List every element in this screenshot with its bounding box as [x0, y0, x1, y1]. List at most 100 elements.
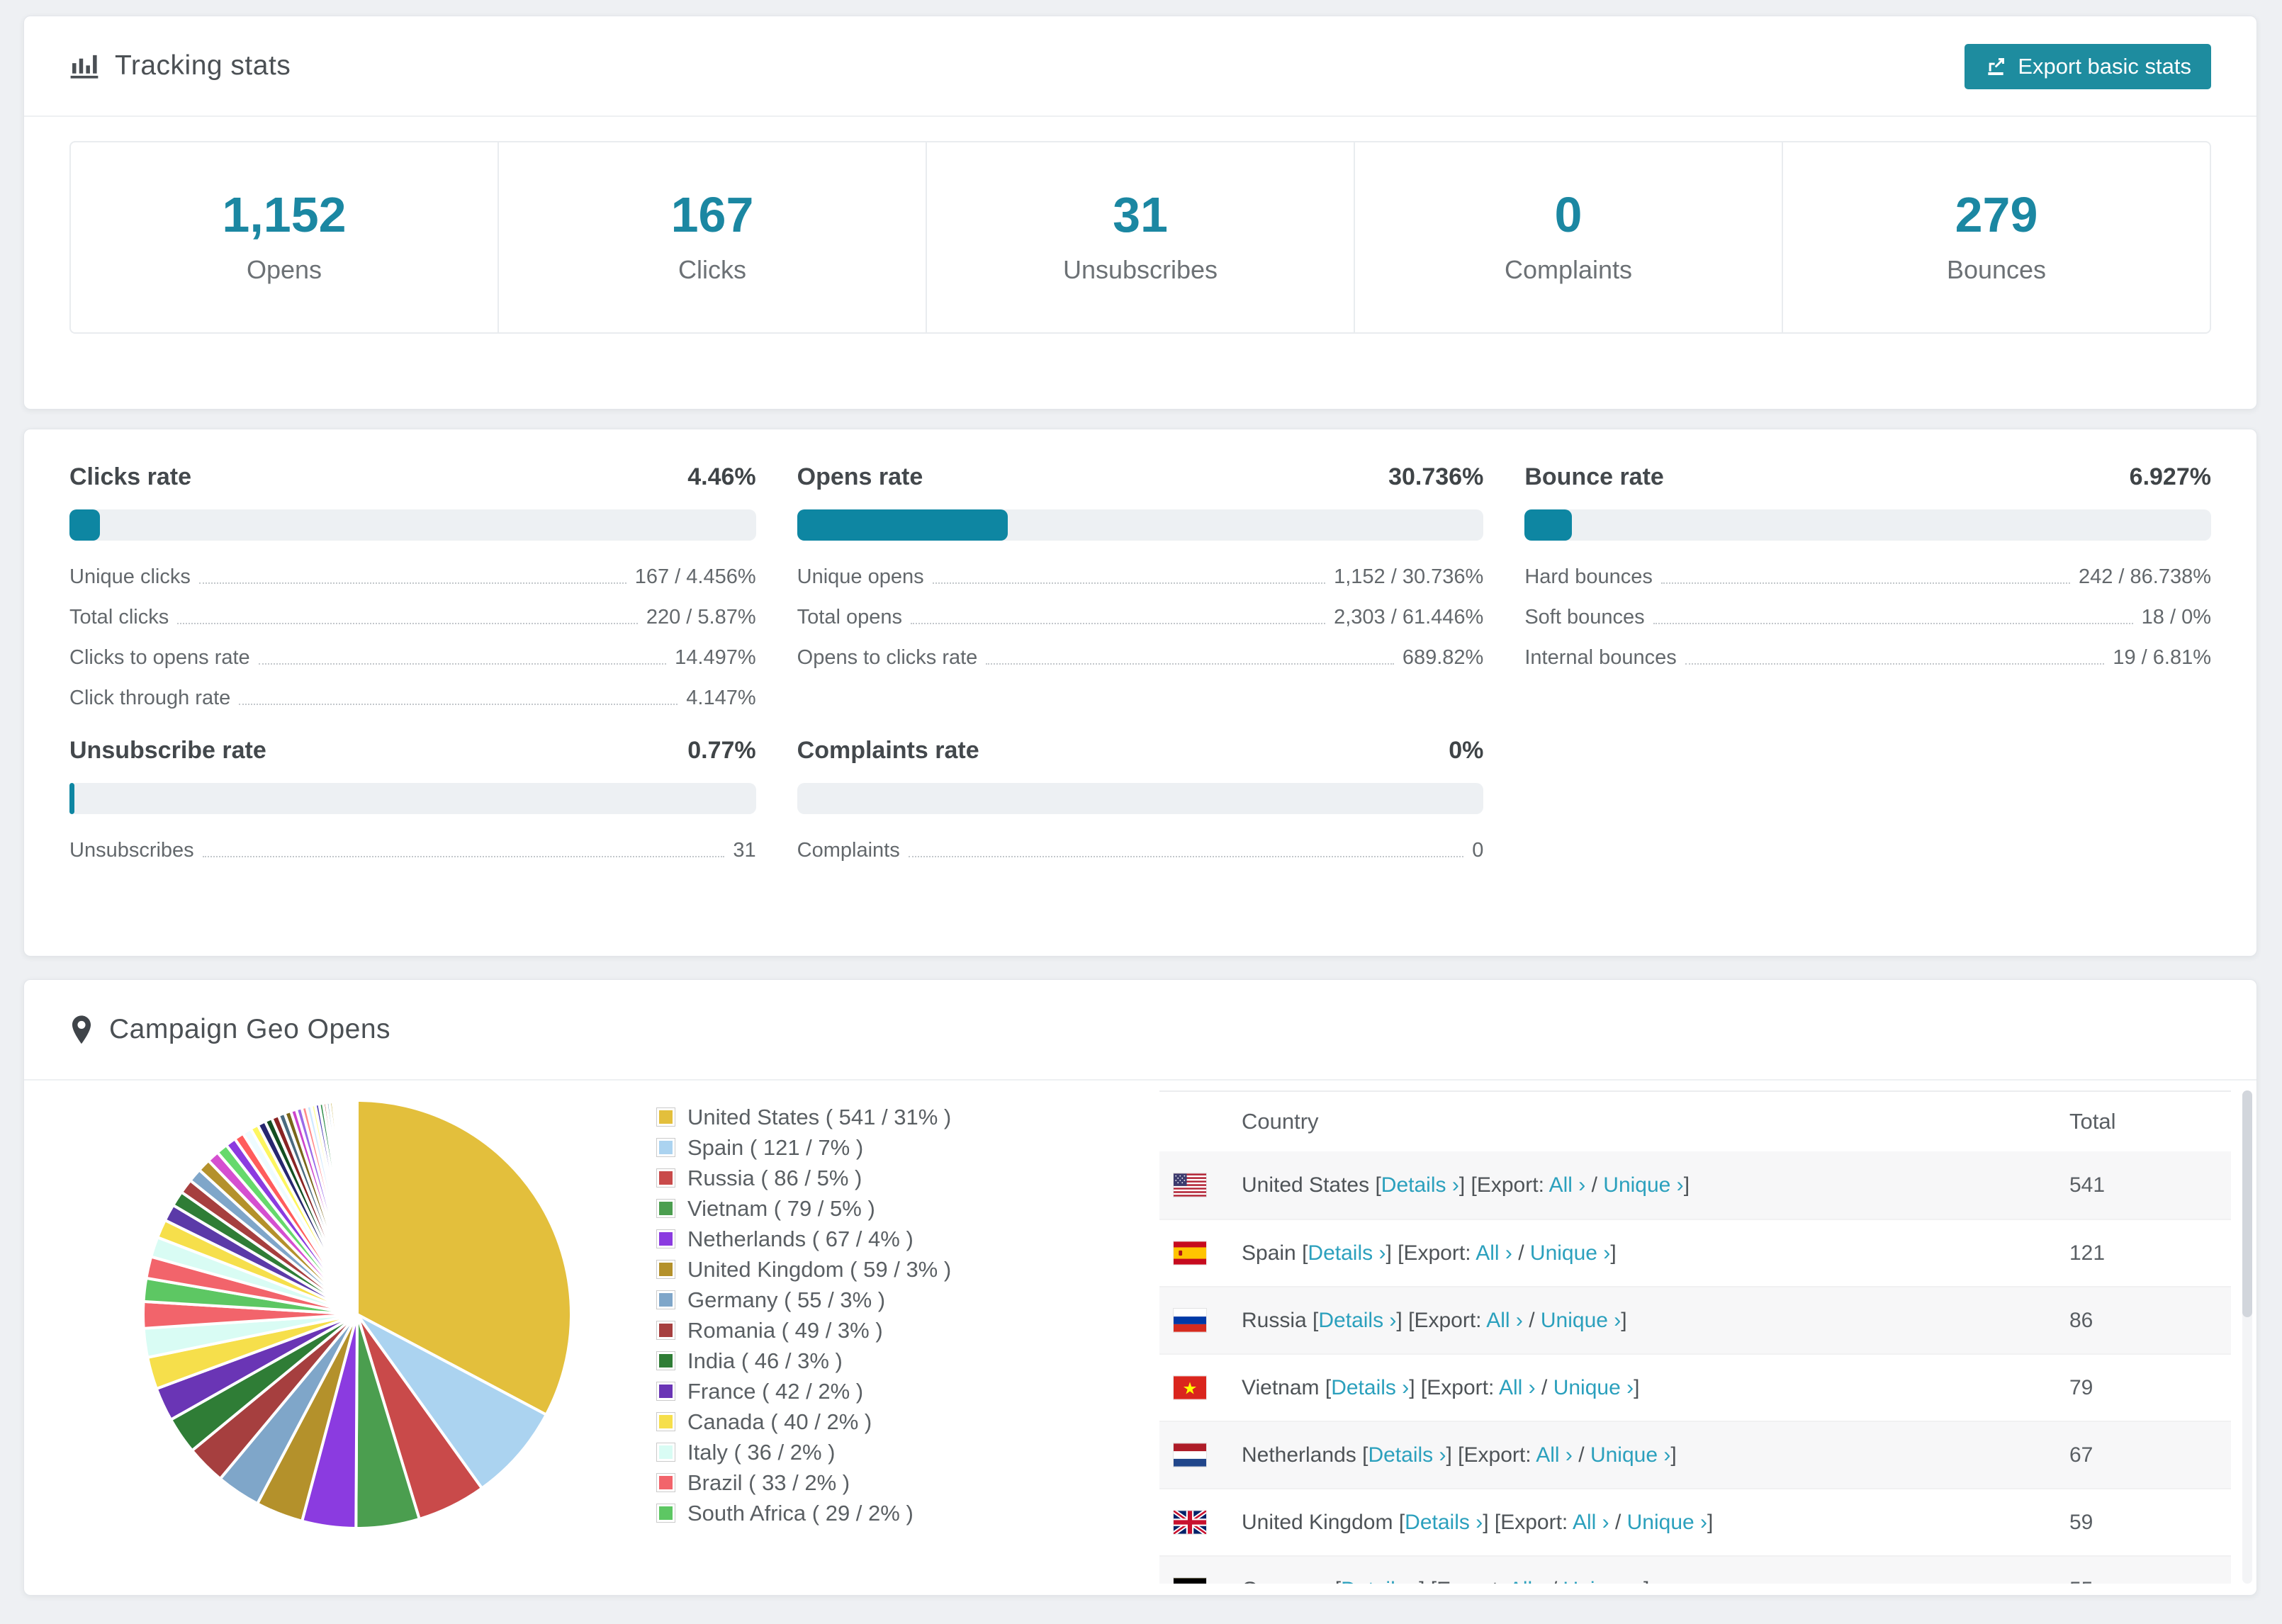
progress-fill: [797, 509, 1008, 541]
legend-item[interactable]: India ( 46 / 3% ): [656, 1346, 951, 1376]
progress-track: [69, 783, 756, 814]
column-header-country: Country: [1242, 1109, 1319, 1134]
legend-label: Spain ( 121 / 7% ): [687, 1134, 864, 1160]
country-name: United States: [1242, 1173, 1370, 1197]
geo-opens-pie-chart[interactable]: [130, 1086, 584, 1540]
dotted-leader: [202, 856, 725, 857]
legend-swatch: [656, 1504, 675, 1523]
rate-row-value: 2,303 / 61.446%: [1334, 606, 1484, 628]
export-all-link[interactable]: All ›: [1486, 1308, 1523, 1332]
rate-row-label: Unsubscribes: [69, 839, 194, 862]
campaign-geo-opens-card: Campaign Geo Opens United States ( 541 /…: [23, 979, 2257, 1596]
country-flag-icon: [1174, 1241, 1206, 1265]
dotted-leader: [908, 856, 1464, 857]
legend-item[interactable]: United States ( 541 / 31% ): [656, 1102, 951, 1132]
rate-row-label: Hard bounces: [1524, 565, 1653, 588]
legend-item[interactable]: Russia ( 86 / 5% ): [656, 1163, 951, 1193]
country-cell: Russia [Details ›] [Export: All › / Uniq…: [1242, 1308, 1627, 1332]
rate-row-label: Unique opens: [797, 565, 924, 588]
legend-item[interactable]: South Africa ( 29 / 2% ): [656, 1498, 951, 1528]
details-link[interactable]: Details ›: [1308, 1241, 1386, 1265]
export-unique-link[interactable]: Unique ›: [1626, 1510, 1708, 1534]
legend-swatch: [656, 1412, 675, 1431]
export-unique-link[interactable]: Unique ›: [1540, 1308, 1621, 1332]
export-all-link[interactable]: All ›: [1476, 1241, 1512, 1265]
legend-item[interactable]: Netherlands ( 67 / 4% ): [656, 1224, 951, 1254]
rate-row-label: Opens to clicks rate: [797, 646, 978, 669]
export-unique-link[interactable]: Unique ›: [1563, 1578, 1643, 1584]
details-link[interactable]: Details ›: [1318, 1308, 1397, 1332]
progress-fill: [69, 509, 101, 541]
export-unique-link[interactable]: Unique ›: [1553, 1375, 1634, 1399]
legend-swatch: [656, 1138, 675, 1157]
country-cell: Spain [Details ›] [Export: All › / Uniqu…: [1242, 1241, 1617, 1265]
export-all-link[interactable]: All ›: [1548, 1173, 1586, 1197]
tracking-stats-title: Tracking stats: [115, 50, 291, 81]
details-link[interactable]: Details ›: [1331, 1375, 1410, 1399]
stat-label: Unsubscribes: [1062, 255, 1218, 284]
export-unique-link[interactable]: Unique ›: [1529, 1241, 1611, 1265]
country-cell: Netherlands [Details ›] [Export: All › /…: [1242, 1443, 1677, 1467]
legend-item[interactable]: Brazil ( 33 / 2% ): [656, 1467, 951, 1498]
summary-stats-row: 1,152 Opens 167 Clicks 31 Unsubscribes 0…: [69, 141, 2211, 334]
legend-item[interactable]: Canada ( 40 / 2% ): [656, 1406, 951, 1437]
legend-swatch: [656, 1473, 675, 1492]
export-basic-stats-button[interactable]: Export basic stats: [1965, 44, 2211, 89]
rate-row-value: 1,152 / 30.736%: [1334, 565, 1484, 588]
country-cell: Vietnam [Details ›] [Export: All › / Uni…: [1242, 1375, 1640, 1399]
legend-item[interactable]: United Kingdom ( 59 / 3% ): [656, 1254, 951, 1285]
legend-item[interactable]: Spain ( 121 / 7% ): [656, 1132, 951, 1163]
scrollbar-thumb[interactable]: [2242, 1090, 2252, 1317]
pie-slice[interactable]: [356, 1098, 573, 1417]
rate-row: Unique clicks 167 / 4.456%: [69, 565, 756, 589]
rate-row: Soft bounces 18 / 0%: [1524, 605, 2211, 629]
details-link[interactable]: Details ›: [1368, 1443, 1446, 1467]
details-link[interactable]: Details ›: [1381, 1173, 1459, 1197]
rate-row: Unsubscribes 31: [69, 838, 756, 862]
dotted-leader: [932, 582, 1326, 584]
legend-item[interactable]: Germany ( 55 / 3% ): [656, 1285, 951, 1315]
legend-item[interactable]: France ( 42 / 2% ): [656, 1376, 951, 1406]
pie-slice[interactable]: [356, 1313, 549, 1491]
rate-row-label: Soft bounces: [1524, 606, 1645, 628]
legend-item[interactable]: Vietnam ( 79 / 5% ): [656, 1193, 951, 1224]
rate-title: Clicks rate: [69, 463, 191, 490]
legend-swatch: [656, 1290, 675, 1309]
rate-rows: Hard bounces 242 / 86.738% Soft bounces …: [1524, 565, 2211, 670]
dotted-leader: [1653, 623, 2133, 624]
details-link[interactable]: Details ›: [1405, 1510, 1483, 1534]
rate-row: Hard bounces 242 / 86.738%: [1524, 565, 2211, 589]
rate-value: 0%: [1449, 737, 1484, 764]
stat-value: 167: [670, 187, 754, 242]
export-unique-link[interactable]: Unique ›: [1603, 1173, 1684, 1197]
pie-slice[interactable]: [354, 1098, 359, 1315]
legend-item[interactable]: Italy ( 36 / 2% ): [656, 1437, 951, 1467]
total-cell: 59: [2069, 1510, 2093, 1534]
export-icon: [1988, 58, 2005, 75]
export-label: Export:: [1437, 1578, 1504, 1584]
legend-swatch: [656, 1382, 675, 1401]
export-all-link[interactable]: All ›: [1536, 1443, 1573, 1467]
rate-title: Bounce rate: [1524, 463, 1664, 490]
export-all-link[interactable]: All ›: [1509, 1578, 1546, 1584]
export-all-link[interactable]: All ›: [1572, 1510, 1609, 1534]
details-link[interactable]: Details ›: [1341, 1578, 1419, 1584]
export-all-link[interactable]: All ›: [1499, 1375, 1536, 1399]
rate-row-label: Complaints: [797, 839, 900, 862]
legend-label: Germany ( 55 / 3% ): [687, 1287, 886, 1312]
rate-value: 30.736%: [1388, 463, 1484, 490]
rate-row-label: Internal bounces: [1524, 646, 1677, 669]
progress-track: [69, 509, 756, 541]
rate-row-label: Clicks to opens rate: [69, 646, 250, 669]
rate-row: Total clicks 220 / 5.87%: [69, 605, 756, 629]
export-unique-link[interactable]: Unique ›: [1590, 1443, 1671, 1467]
rate-row-value: 689.82%: [1402, 646, 1484, 669]
stat-box: 279 Bounces: [1782, 142, 2210, 332]
rate-title: Complaints rate: [797, 737, 979, 764]
export-label: Export:: [1427, 1375, 1495, 1399]
table-scrollbar[interactable]: [2242, 1090, 2252, 1584]
rate-block: Unsubscribe rate 0.77% Unsubscribes 31: [69, 737, 756, 862]
chart-bar-icon: [69, 52, 99, 80]
legend-item[interactable]: Romania ( 49 / 3% ): [656, 1315, 951, 1346]
dotted-leader: [1685, 663, 2105, 665]
